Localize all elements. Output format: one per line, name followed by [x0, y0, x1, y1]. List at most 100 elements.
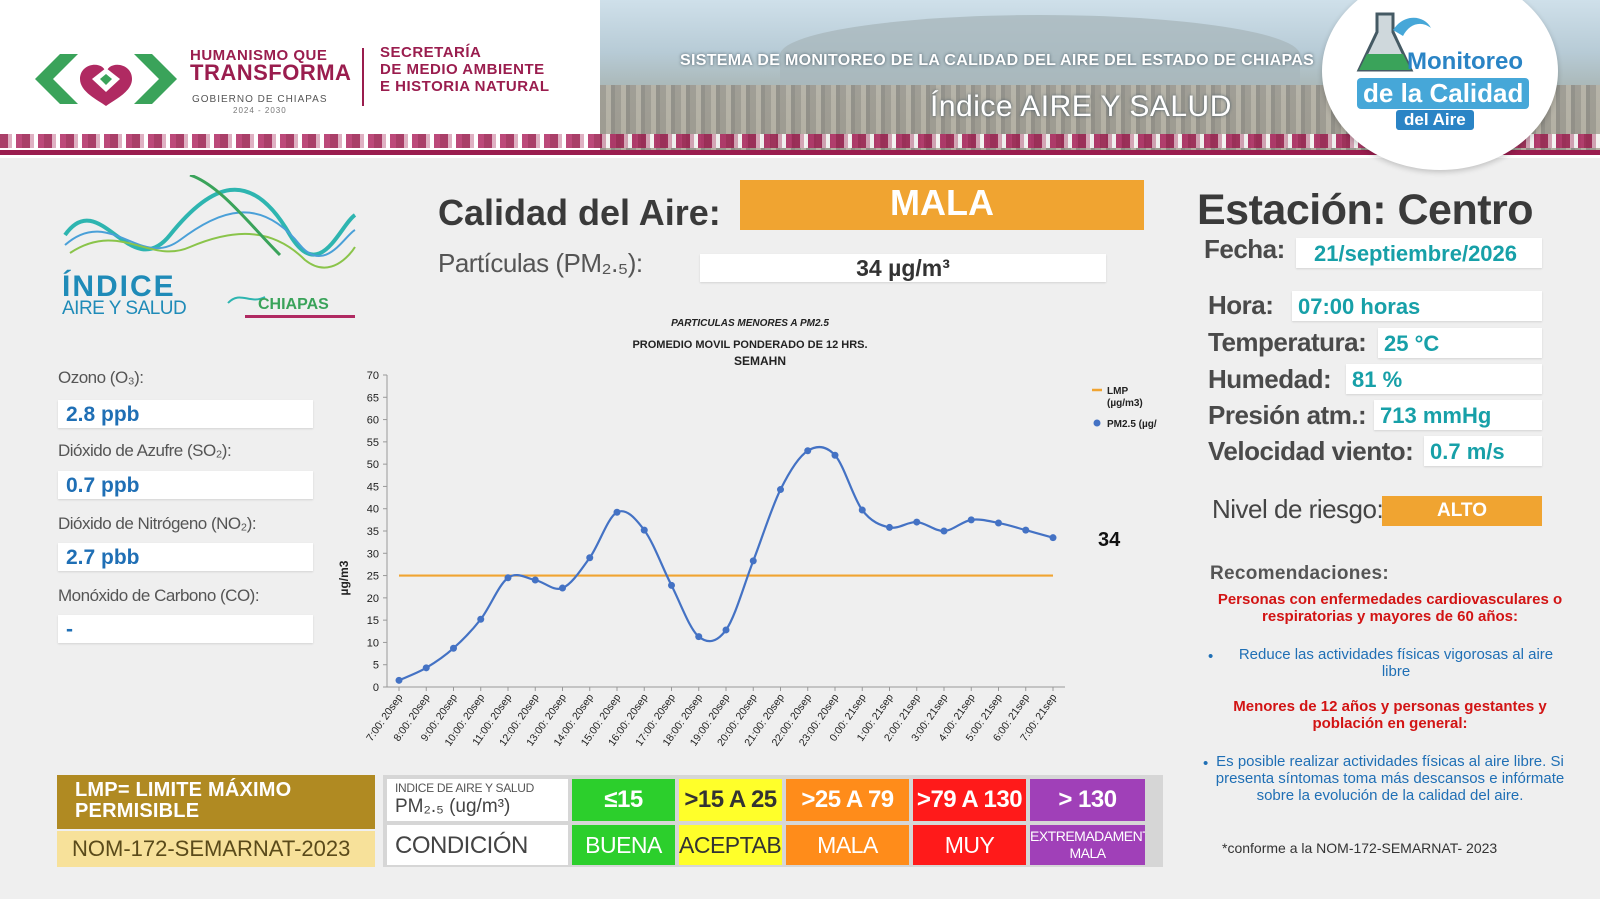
pres-value: 713 mmHg	[1380, 403, 1492, 428]
legend-lmp-label: LMP	[1107, 386, 1128, 397]
chart-title-3: SEMAHN	[734, 354, 786, 368]
condition-cell-4: EXTREMADAMENTE MALA	[1030, 825, 1145, 865]
condition-label: CONDICIÓN	[395, 832, 528, 859]
range-cell-2: >25 A 79	[786, 779, 909, 821]
y-tick-label: 60	[367, 415, 379, 427]
bullet-1-icon: •	[1208, 648, 1214, 665]
so2-label: Dióxido de Azufre (SO₂):	[58, 441, 232, 460]
air-quality-status: MALA	[740, 180, 1144, 230]
condition-cell-1: ACEPTABLE	[679, 825, 782, 865]
bullet-2-icon: •	[1203, 755, 1209, 772]
index-logo-title: ÍNDICE	[62, 270, 176, 303]
recommendation-group-2: Menores de 12 años y personas gestantes …	[1233, 698, 1547, 732]
recommendations-title: Recomendaciones:	[1210, 563, 1390, 584]
y-axis: 0 5 10 15 20 25 30 35 40 45 50 55 60 65 70	[367, 370, 388, 694]
table-header-cell: INDICE DE AIRE Y SALUD PM₂.₅ (ug/m³)	[387, 779, 568, 821]
temp-value: 25 °C	[1384, 331, 1440, 356]
y-tick-label: 65	[367, 392, 379, 404]
index-title: Índice AIRE Y SALUD	[930, 90, 1232, 123]
no2-label: Dióxido de Nitrógeno (NO₂):	[58, 514, 257, 533]
hum-box: 81 %	[1346, 364, 1542, 394]
pm25-point	[913, 518, 921, 526]
flask-icon	[1356, 12, 1431, 72]
y-tick-label: 35	[367, 526, 379, 538]
y-tick-label: 30	[367, 548, 379, 560]
y-tick-label: 50	[367, 459, 379, 471]
particles-label: Partículas (PM₂.₅):	[438, 248, 643, 278]
hora-box: 07:00 horas	[1292, 291, 1542, 321]
hora-label: Hora:	[1208, 290, 1274, 320]
risk-label: Nivel de riesgo:	[1212, 494, 1384, 524]
pm25-point	[559, 584, 566, 592]
government-logo-icon	[35, 54, 177, 106]
ozone-value: 2.8 ppb	[66, 403, 140, 426]
gov-line-3: GOBIERNO DE CHIAPAS	[192, 94, 328, 105]
gov-line-1: HUMANISMO QUE	[190, 47, 328, 64]
pm25-point	[940, 527, 948, 535]
recommendation-group-1: Personas con enfermedades cardiovascular…	[1217, 591, 1563, 625]
y-tick-label: 0	[373, 682, 379, 694]
y-tick-label: 5	[373, 660, 379, 672]
badge-line-2: de la Calidad	[1357, 78, 1530, 109]
condition-label-cell: CONDICIÓN	[387, 825, 568, 865]
pm25-point	[695, 633, 703, 641]
y-tick-label: 15	[367, 615, 379, 627]
fecha-box: 21/septiembre/2026	[1296, 238, 1542, 268]
nom-label: NOM-172-SEMARNAT-2023	[57, 831, 375, 867]
index-table: INDICE DE AIRE Y SALUD PM₂.₅ (ug/m³) CON…	[383, 775, 1163, 867]
station-title: Estación: Centro	[1197, 186, 1534, 234]
no2-value: 2.7 pbb	[66, 546, 140, 569]
pm25-point	[1049, 534, 1057, 542]
index-logo-state: CHIAPAS	[258, 296, 329, 313]
pm25-chart: PARTICULAS MENORES A PM2.5 PROMEDIO MOVI…	[337, 318, 1157, 748]
table-header-top: INDICE DE AIRE Y SALUD	[395, 781, 535, 795]
chart-title-1: PARTICULAS MENORES A PM2.5	[671, 318, 829, 329]
pm25-point	[858, 506, 866, 514]
legend-pm-swatch	[1093, 419, 1101, 427]
fecha-label: Fecha:	[1204, 234, 1285, 264]
lmp-box	[57, 775, 375, 829]
recommendation-advice-1: Reduce las actividades físicas vigorosas…	[1238, 646, 1554, 680]
y-tick-label: 10	[367, 637, 379, 649]
pres-label: Presión atm.:	[1208, 400, 1367, 430]
pm25-line	[398, 445, 1054, 682]
risk-value: ALTO	[1382, 496, 1542, 526]
condition-cell-2: MALA	[786, 825, 909, 865]
condition-cell-0: BUENA	[572, 825, 675, 865]
legend-pm-label: PM2.5 (µg/	[1107, 419, 1157, 430]
chart-y-label: µg/m3	[337, 560, 351, 595]
footnote: *conforme a la NOM-172-SEMARNAT- 2023	[1222, 840, 1498, 856]
range-cell-3: >79 A 130	[913, 779, 1026, 821]
pm25-point	[477, 615, 485, 623]
index-logo-wave-icon	[63, 175, 357, 304]
last-value-label: 34	[1098, 529, 1121, 551]
y-tick-label: 25	[367, 571, 379, 583]
fecha-value: 21/septiembre/2026	[1314, 241, 1518, 266]
co-value-box: -	[58, 615, 313, 643]
y-tick-label: 40	[367, 504, 379, 516]
secretaria-name: SECRETARÍA DE MEDIO AMBIENTE E HISTORIA NA…	[380, 44, 550, 95]
wind-label: Velocidad viento:	[1208, 436, 1414, 466]
pm25-point	[640, 526, 648, 534]
y-tick-label: 55	[367, 437, 379, 449]
temp-box: 25 °C	[1378, 328, 1542, 358]
pm25-point	[450, 644, 457, 652]
pres-box: 713 mmHg	[1374, 400, 1542, 430]
decorative-line	[0, 150, 1600, 155]
header-separator	[362, 48, 364, 106]
so2-value-box: 0.7 ppb	[58, 471, 313, 499]
pm25-point	[422, 664, 430, 672]
series-lines	[398, 445, 1054, 682]
pm25-point	[504, 574, 512, 582]
badge-line-1: Monitoreo	[1407, 48, 1523, 75]
lmp-text: LMP= LIMITE MÁXIMO PERMISIBLE	[75, 779, 292, 822]
pm25-point	[967, 516, 975, 524]
pm25-point	[886, 523, 893, 531]
index-logo-subtitle: AIRE Y SALUD	[62, 298, 187, 319]
pm25-point	[777, 486, 784, 494]
system-title: SISTEMA DE MONITOREO DE LA CALIDAD DEL A…	[680, 52, 1315, 69]
legend-lmp-unit: (µg/m3)	[1107, 398, 1143, 409]
particles-value: 34 µg/m³	[700, 254, 1106, 282]
pm25-point	[586, 554, 594, 562]
